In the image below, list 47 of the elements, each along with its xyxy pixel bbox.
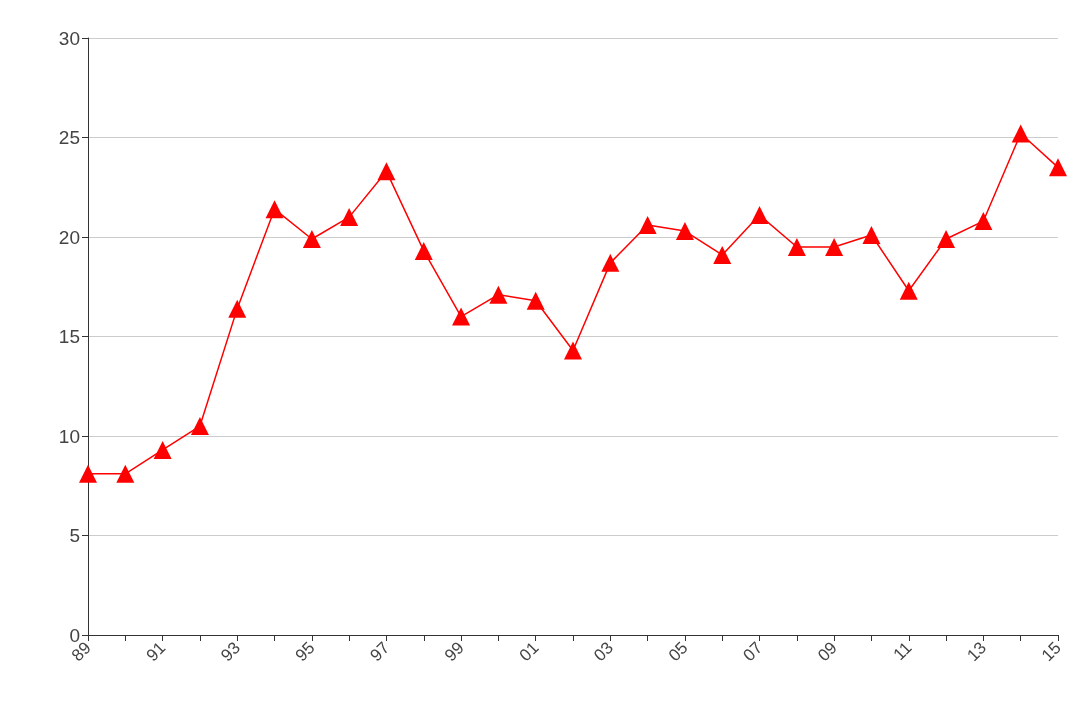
point <box>750 206 769 225</box>
point <box>1049 158 1067 177</box>
point <box>675 222 694 241</box>
x-tick-label: 01 <box>515 638 543 666</box>
x-tick-label: 11 <box>889 638 916 665</box>
y-tick-label: 0 <box>69 624 80 646</box>
point <box>564 341 582 360</box>
y-tick-label: 5 <box>69 525 80 546</box>
point <box>601 253 620 272</box>
y-tick-label: 25 <box>58 127 80 148</box>
point <box>414 241 433 260</box>
point <box>340 208 359 227</box>
point <box>116 464 135 483</box>
point <box>265 200 284 219</box>
x-tick-label: 91 <box>142 638 170 666</box>
point <box>862 226 881 245</box>
point <box>153 440 172 459</box>
y-tick-label: 15 <box>58 326 80 347</box>
point <box>489 285 508 304</box>
point <box>899 281 918 300</box>
x-tick-label: 13 <box>963 638 991 666</box>
x-tick-label: 99 <box>440 638 468 666</box>
x-tick-label: 93 <box>217 638 244 666</box>
point <box>937 229 956 248</box>
point <box>190 417 209 436</box>
point <box>787 237 806 256</box>
point <box>638 216 657 235</box>
y-tick-label: 20 <box>58 226 80 248</box>
x-tick-label: 97 <box>366 638 394 666</box>
point <box>452 307 471 326</box>
y-tick-label: 30 <box>58 27 80 49</box>
x-tick-label: 09 <box>814 638 841 666</box>
point <box>1011 124 1030 143</box>
x-tick-label: 05 <box>664 638 692 666</box>
point <box>79 464 97 483</box>
point <box>302 229 321 248</box>
point <box>228 299 247 318</box>
point <box>377 162 396 181</box>
point <box>825 237 844 256</box>
x-tick-label: 15 <box>1037 638 1065 666</box>
x-tick-label: 03 <box>590 638 618 666</box>
point <box>974 212 993 231</box>
point <box>713 245 732 264</box>
x-tick-label: 07 <box>739 638 767 666</box>
x-tick-label: 95 <box>291 638 319 666</box>
y-tick-label: 10 <box>58 425 80 447</box>
point <box>526 291 545 310</box>
